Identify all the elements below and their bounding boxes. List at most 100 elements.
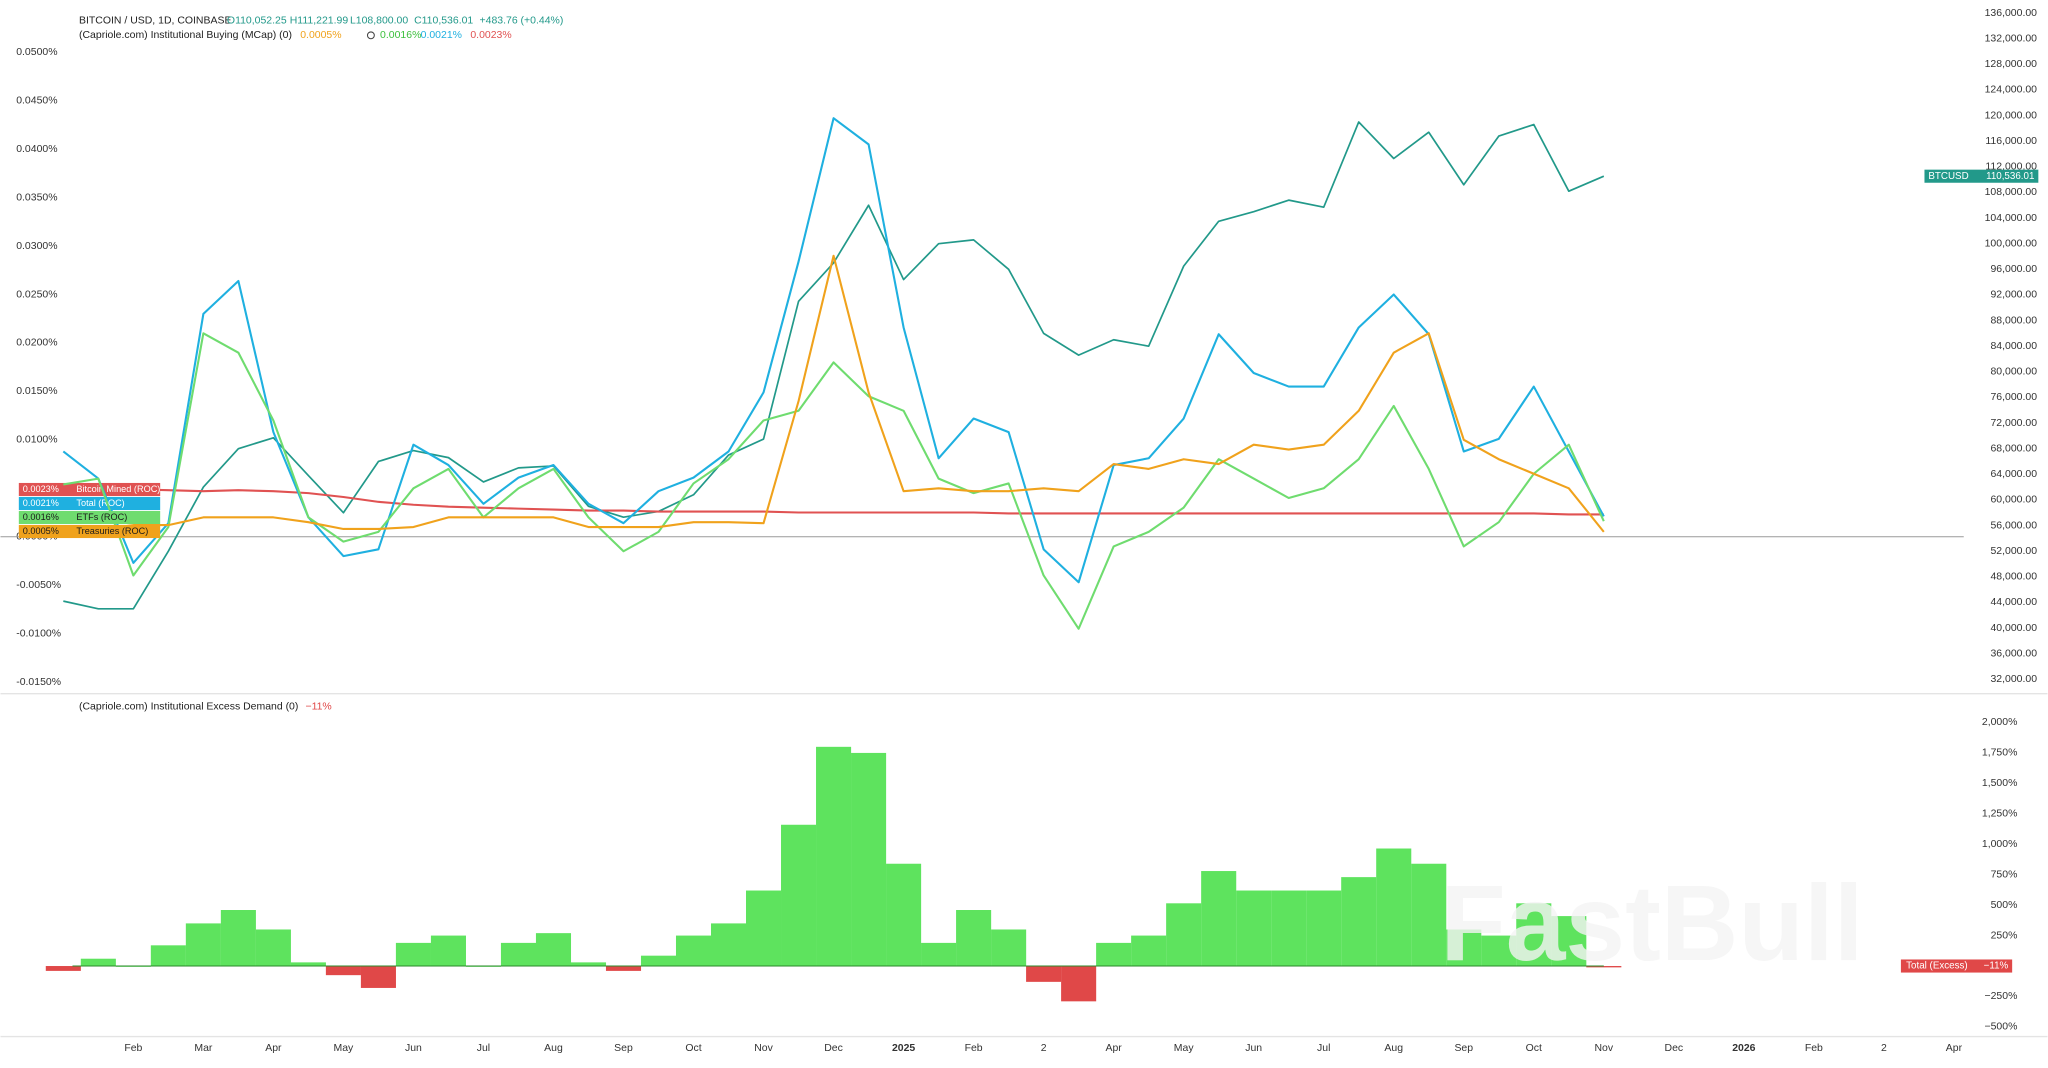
y-tick-label: −250% xyxy=(1985,991,2018,1002)
y-tick-label: 0.0150% xyxy=(16,386,57,397)
x-tick-label: Oct xyxy=(1526,1043,1542,1054)
indicator-value: 0.0005% xyxy=(300,30,341,41)
y2-tick-label: 40,000.00 xyxy=(1990,623,2037,634)
x-tick-label: Feb xyxy=(965,1043,983,1054)
legend-value: 0.0021% xyxy=(23,498,59,508)
bar xyxy=(991,929,1027,967)
y-tick-label: 1,750% xyxy=(1982,748,2018,759)
x-tick-label: Apr xyxy=(1946,1043,1963,1054)
bar xyxy=(430,935,466,967)
bar xyxy=(605,966,642,971)
x-tick-label: Jun xyxy=(405,1043,422,1054)
indicator-value: 0.0021% xyxy=(421,30,462,41)
y-tick-label: −500% xyxy=(1985,1022,2018,1033)
y-tick-label: -0.0100% xyxy=(16,628,61,639)
bar xyxy=(325,966,361,976)
y2-tick-label: 120,000.00 xyxy=(1985,110,2038,121)
x-tick-label: Nov xyxy=(1594,1043,1613,1054)
bar xyxy=(1306,890,1342,967)
y-tick-label: 0.0350% xyxy=(16,192,57,203)
icon xyxy=(366,31,375,40)
y-tick-label: 1,250% xyxy=(1982,809,2018,820)
bar xyxy=(395,942,431,967)
x-tick-label: Feb xyxy=(1805,1043,1823,1054)
x-tick-label: 2025 xyxy=(892,1043,915,1054)
y2-tick-label: 100,000.00 xyxy=(1985,238,2038,249)
bar xyxy=(185,923,221,967)
bar xyxy=(1341,877,1377,967)
bar xyxy=(220,910,256,967)
legend-name: Total (ROC) xyxy=(76,498,124,508)
y-tick-label: 750% xyxy=(1991,869,2018,880)
x-tick-label: May xyxy=(334,1043,355,1054)
legend-value: 0.0023% xyxy=(23,484,59,494)
bar xyxy=(150,945,186,967)
x-tick-label: Sep xyxy=(1454,1043,1473,1054)
y-tick-label: 0.0300% xyxy=(16,241,57,252)
y2-tick-label: 52,000.00 xyxy=(1990,546,2037,557)
y2-tick-label: 64,000.00 xyxy=(1990,469,2037,480)
bar xyxy=(1481,935,1517,967)
y2-tick-label: 104,000.00 xyxy=(1985,213,2038,224)
bar xyxy=(500,942,537,967)
y-tick-label: 0.0100% xyxy=(16,435,57,446)
y2-tick-label: 128,000.00 xyxy=(1985,59,2038,70)
x-tick-label: Jun xyxy=(1245,1043,1262,1054)
bar xyxy=(675,935,712,967)
legend-value: 0.0005% xyxy=(23,526,59,536)
indicator-value: 0.0016% xyxy=(380,30,421,41)
bar xyxy=(1516,903,1552,967)
bar xyxy=(80,958,116,967)
bar xyxy=(1201,871,1237,967)
y2-tick-label: 136,000.00 xyxy=(1985,8,2038,19)
bar xyxy=(921,942,957,967)
y2-tick-label: 72,000.00 xyxy=(1990,418,2037,429)
y-tick-label: 1,500% xyxy=(1982,778,2018,789)
y2-tick-label: 80,000.00 xyxy=(1990,367,2037,378)
x-tick-label: May xyxy=(1174,1043,1195,1054)
value-label-name: Total (Excess) xyxy=(1906,961,1968,972)
y2-tick-label: 108,000.00 xyxy=(1985,187,2038,198)
x-tick-label: 2 xyxy=(1041,1043,1047,1054)
y-tick-label: 500% xyxy=(1991,900,2018,911)
x-tick-label: Dec xyxy=(1665,1043,1684,1054)
ohlc-high: H111,221.99 xyxy=(290,16,349,27)
y-tick-label: -0.0150% xyxy=(16,677,61,688)
bar xyxy=(1446,929,1482,967)
x-tick-label: Sep xyxy=(614,1043,633,1054)
bar xyxy=(1551,916,1587,967)
bar xyxy=(360,966,396,988)
bar xyxy=(1376,848,1412,967)
x-tick-label: Dec xyxy=(824,1043,843,1054)
ohlc-change: +483.76 (+0.44%) xyxy=(480,16,564,27)
series-line xyxy=(63,254,1605,533)
legend-box xyxy=(18,510,161,525)
bar xyxy=(851,752,887,967)
value-label-box xyxy=(1900,959,2013,973)
bar xyxy=(1586,966,1622,968)
x-tick-label: Apr xyxy=(265,1043,282,1054)
indicator-value: −11% xyxy=(305,702,331,713)
x-tick-label: 2 xyxy=(1881,1043,1887,1054)
indicator-title: (Capriole.com) Institutional Buying (MCa… xyxy=(79,30,292,41)
legend-value: 0.0016% xyxy=(23,512,59,522)
watermark: FastBull xyxy=(1440,863,1863,983)
y2-tick-label: 76,000.00 xyxy=(1990,392,2037,403)
price-label-value: 110,536.01 xyxy=(1986,171,2034,182)
bar xyxy=(1236,890,1272,967)
y2-tick-label: 124,000.00 xyxy=(1985,85,2038,96)
bar xyxy=(1096,942,1132,967)
legend-name: ETFs (ROC) xyxy=(76,512,127,522)
bar xyxy=(535,933,572,967)
bar xyxy=(710,923,747,967)
y2-tick-label: 32,000.00 xyxy=(1990,674,2037,685)
x-tick-label: Mar xyxy=(194,1043,213,1054)
legend-name: Treasuries (ROC) xyxy=(76,526,148,536)
y2-tick-label: 132,000.00 xyxy=(1985,33,2038,44)
bar xyxy=(1026,966,1062,982)
bar xyxy=(956,910,992,967)
legend-box xyxy=(18,496,161,511)
y2-tick-label: 116,000.00 xyxy=(1985,136,2037,147)
